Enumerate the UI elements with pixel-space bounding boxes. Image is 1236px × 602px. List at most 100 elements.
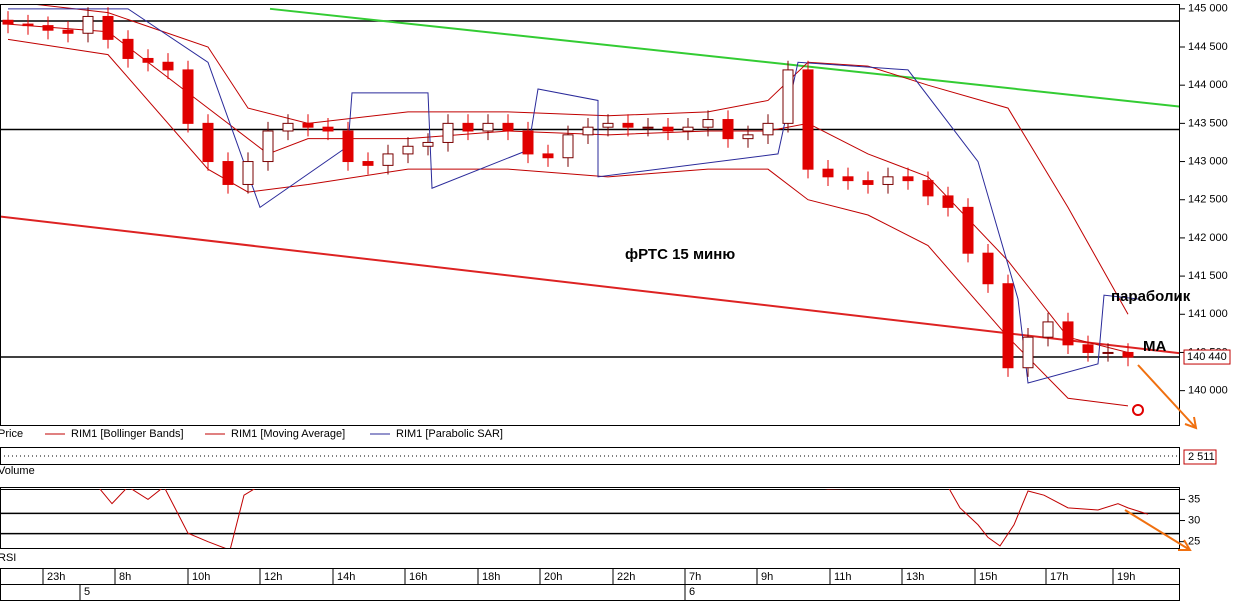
candle-body [742, 134, 754, 140]
legend-label: RIM1 [Bollinger Bands] [71, 428, 184, 440]
candle-body [482, 122, 494, 132]
last-price-label: 140 440 [1187, 351, 1227, 363]
candle-body [762, 122, 774, 136]
candle-body [162, 61, 174, 71]
annotation: параболик [1111, 288, 1191, 305]
candle-body [342, 130, 354, 163]
y-tick-label: 143 500 [1188, 117, 1228, 129]
candle-body [402, 145, 414, 155]
candle-body [1022, 336, 1034, 369]
panel-title: Volume [0, 465, 35, 477]
y-tick-label: 30 [1188, 514, 1200, 526]
x-tick-label: 10h [192, 571, 210, 583]
y-tick-label: 144 000 [1188, 79, 1228, 91]
candle-body [682, 126, 694, 132]
candle-body [422, 141, 434, 147]
x-tick-label: 23h [47, 571, 65, 583]
x-tick-label: 18h [482, 571, 500, 583]
bollinger-upper [36, 5, 1129, 315]
legend-label: RIM1 [Moving Average] [231, 428, 345, 440]
candle-body [182, 69, 194, 124]
candle-body [602, 122, 614, 128]
time-axis [0, 568, 1180, 585]
candle-body [1002, 283, 1014, 369]
x-tick-label: 8h [119, 571, 131, 583]
last-price-box [1183, 349, 1231, 365]
y-tick-label: 35 [1188, 493, 1200, 505]
candle-body [522, 130, 534, 155]
panel-title: RSI [0, 552, 16, 564]
candle-body [702, 119, 714, 128]
candle-body [302, 122, 314, 128]
x-tick-label: 7h [689, 571, 701, 583]
y-tick-label: 142 000 [1188, 232, 1228, 244]
candle-body [262, 130, 274, 163]
candle-body [922, 180, 934, 197]
x-tick-label: 15h [979, 571, 997, 583]
y-tick-label: 145 000 [1188, 3, 1228, 15]
y-tick-label: 141 000 [1188, 308, 1228, 320]
rsi-plot [1, 489, 1179, 548]
candle-body [42, 25, 54, 31]
y-tick-label: 140 000 [1188, 385, 1228, 397]
candle-body [502, 122, 514, 132]
x-tick-label: 13h [906, 571, 924, 583]
candle-body [62, 29, 74, 34]
day-label: 6 [689, 586, 695, 598]
candle-body [882, 176, 894, 185]
x-tick-label: 20h [544, 571, 562, 583]
x-tick-label: 19h [1117, 571, 1135, 583]
candle-body [462, 122, 474, 132]
day-label: 5 [84, 586, 90, 598]
value-label: 2 511 [1188, 451, 1215, 463]
candle-body [322, 126, 334, 132]
x-tick-label: 14h [337, 571, 355, 583]
y-tick-label: 143 000 [1188, 155, 1228, 167]
y-tick-label: 25 [1188, 536, 1200, 548]
candle-body [282, 122, 294, 132]
candle-body [542, 153, 554, 159]
candle-body [582, 126, 594, 136]
candle-body [382, 153, 394, 166]
candle-body [722, 119, 734, 140]
candle-body [782, 69, 794, 124]
arrow [1124, 509, 1192, 551]
candle-body [442, 122, 454, 143]
price-plot [1, 5, 1179, 407]
arrow [1137, 364, 1198, 430]
x-tick-label: 16h [409, 571, 427, 583]
legend-label: Price [0, 428, 23, 440]
trend-line [269, 7, 1179, 108]
candle-body [82, 15, 94, 34]
candle-body [1062, 321, 1074, 346]
candle-body [1102, 351, 1114, 354]
y-tick-label: 144 500 [1188, 41, 1228, 53]
candle-body [862, 180, 874, 185]
day-axis [0, 584, 1180, 601]
candle-body [1042, 321, 1054, 338]
x-tick-label: 11h [834, 571, 852, 583]
candle-body [842, 176, 854, 182]
marker-circle [1132, 404, 1144, 416]
annotation: MA [1143, 338, 1166, 355]
y-tick-label: 142 500 [1188, 194, 1228, 206]
candle-body [562, 134, 574, 159]
candle-body [222, 161, 234, 185]
candle-body [202, 122, 214, 163]
legend-label: RIM1 [Parabolic SAR] [396, 428, 503, 440]
candle-body [802, 69, 814, 170]
candle-body [102, 15, 114, 40]
candle-body [122, 38, 134, 59]
candle-body [662, 126, 674, 132]
candle-body [642, 126, 654, 129]
trend-line [1, 215, 1179, 355]
rsi-line [99, 489, 1149, 548]
candle-body [362, 161, 374, 166]
candle-body [962, 206, 974, 254]
annotation: фРТС 15 миню [625, 246, 735, 263]
candle-body [942, 195, 954, 208]
y-tick-label: 141 500 [1188, 270, 1228, 282]
